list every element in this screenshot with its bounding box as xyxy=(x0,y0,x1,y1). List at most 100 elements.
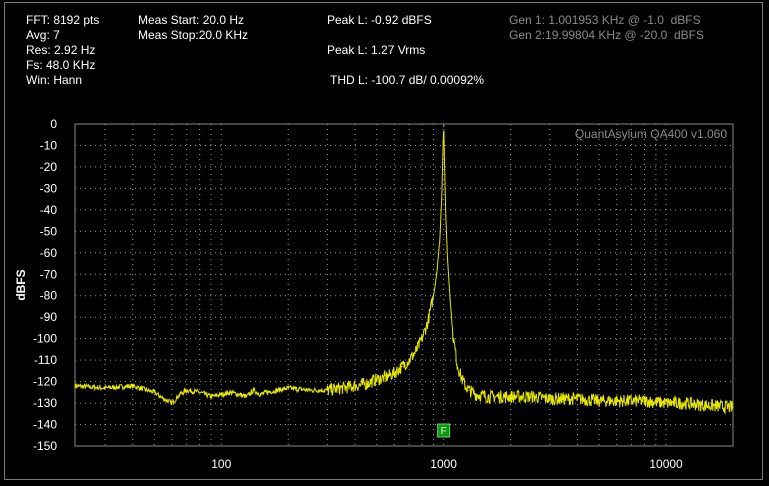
data-point xyxy=(253,389,255,391)
data-point xyxy=(238,393,240,396)
y-tick-label: 0 xyxy=(50,117,57,131)
y-tick-label: -10 xyxy=(40,138,58,152)
data-point xyxy=(449,299,451,301)
y-axis-label: dBFS xyxy=(14,269,28,300)
data-point xyxy=(287,387,289,389)
peak-vrms-label: Peak L: 1.27 Vrms xyxy=(327,43,426,57)
y-tick-label: -130 xyxy=(33,396,57,410)
data-point xyxy=(704,404,706,406)
fft-points-label: FFT: 8192 pts xyxy=(26,13,100,27)
y-tick-label: -70 xyxy=(40,267,58,281)
peak-dbfs-label: Peak L: -0.92 dBFS xyxy=(327,13,432,27)
data-point xyxy=(444,166,446,168)
data-point xyxy=(665,402,667,404)
data-point xyxy=(732,406,734,408)
data-point xyxy=(74,385,76,387)
data-point xyxy=(220,393,222,396)
y-tick-label: -110 xyxy=(34,353,57,367)
y-tick-label: -120 xyxy=(33,375,57,389)
data-point xyxy=(683,402,685,404)
y-axis-ticks: 0 -10 -20 -30 -40 -50 -60 -70 -80 -90 -100 -110 -120… xyxy=(33,117,57,453)
data-point xyxy=(452,333,454,335)
y-tick-label: -60 xyxy=(40,246,58,260)
data-point xyxy=(549,398,551,400)
data-point xyxy=(488,396,490,398)
data-point xyxy=(229,391,232,393)
data-point xyxy=(354,385,356,387)
data-point xyxy=(432,295,435,297)
meas-stop-label: Meas Stop:20.0 KHz xyxy=(138,28,249,42)
data-point xyxy=(376,378,378,381)
data-point xyxy=(475,393,477,396)
data-point xyxy=(616,400,618,402)
data-point xyxy=(441,198,443,200)
window-function-label: Win: Hann xyxy=(26,73,83,87)
data-point xyxy=(442,140,444,142)
data-point xyxy=(468,389,470,391)
y-tick-label: -80 xyxy=(40,289,58,303)
data-point xyxy=(436,273,438,275)
data-point xyxy=(415,350,417,353)
fundamental-marker[interactable]: F xyxy=(437,423,451,438)
data-point xyxy=(153,391,155,393)
x-tick-label: 1000 xyxy=(430,457,457,471)
generator-1-label: Gen 1: 1.001953 KHz @ -1.0 dBFS xyxy=(509,13,701,27)
data-point xyxy=(456,363,458,366)
y-tick-label: -100 xyxy=(33,332,57,346)
data-point xyxy=(326,389,328,391)
averages-label: Avg: 7 xyxy=(26,28,60,42)
data-point xyxy=(385,376,387,378)
data-point xyxy=(132,385,134,387)
data-point xyxy=(509,396,512,398)
data-point xyxy=(259,393,262,396)
data-point xyxy=(309,389,311,391)
data-point xyxy=(460,376,462,378)
x-axis-ticks: 100 1000 10000 xyxy=(211,457,683,471)
watermark: QuantAsylum QA400 v1.060 xyxy=(575,127,727,141)
data-point xyxy=(443,140,445,142)
y-tick-label: -150 xyxy=(33,439,57,453)
data-point xyxy=(365,383,368,385)
marker-box xyxy=(437,423,451,438)
resolution-label: Res: 2.92 Hz xyxy=(26,43,96,57)
data-point xyxy=(171,402,173,404)
thd-label: THD L: -100.7 dB/ 0.00092% xyxy=(330,73,485,87)
marker-label: F xyxy=(441,426,447,437)
data-point xyxy=(162,398,165,400)
spectrum-trace xyxy=(74,130,734,415)
y-tick-label: -140 xyxy=(33,418,57,432)
x-tick-label: 100 xyxy=(211,457,231,471)
data-point xyxy=(446,256,449,258)
data-point xyxy=(199,391,201,393)
data-point xyxy=(186,389,188,391)
data-point xyxy=(442,162,444,164)
data-point xyxy=(443,125,445,127)
generator-2-label: Gen 2:19.99804 KHz @ -20.0 dBFS xyxy=(509,28,704,42)
data-point xyxy=(266,391,268,393)
y-tick-label: -90 xyxy=(40,310,58,324)
y-tick-label: -50 xyxy=(40,224,58,238)
data-point xyxy=(576,398,579,400)
data-point xyxy=(179,393,181,396)
data-point xyxy=(421,338,423,340)
window-frame xyxy=(4,2,763,480)
data-point xyxy=(104,387,106,389)
data-point xyxy=(408,359,410,361)
data-point xyxy=(531,396,533,398)
grid xyxy=(75,124,733,446)
data-point xyxy=(439,241,441,243)
sample-rate-label: Fs: 48.0 KHz xyxy=(26,58,96,72)
y-tick-label: -20 xyxy=(40,160,58,174)
y-tick-label: -40 xyxy=(40,203,58,217)
data-point xyxy=(245,396,248,398)
data-point xyxy=(401,365,403,368)
data-point xyxy=(464,385,466,387)
data-point xyxy=(210,396,212,398)
meas-start-label: Meas Start: 20.0 Hz xyxy=(138,13,245,27)
series-layer xyxy=(74,125,734,415)
data-point xyxy=(444,209,447,211)
x-tick-label: 10000 xyxy=(649,457,683,471)
data-point xyxy=(427,320,429,323)
data-point xyxy=(277,389,279,391)
